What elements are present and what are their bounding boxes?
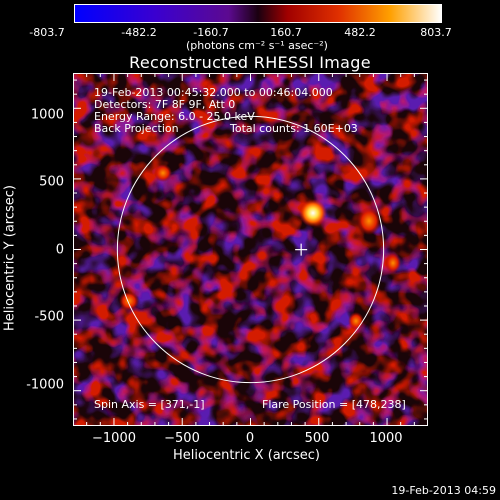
plot-border (73, 73, 428, 426)
colorbar-tick: 803.7 (420, 26, 452, 39)
colorbar-tick: -803.7 (29, 26, 65, 39)
flare-position-text: Flare Position = [478,238] (262, 398, 406, 411)
render-timestamp: 19-Feb-2013 04:59 (391, 484, 496, 497)
method-text: Back Projection (94, 122, 179, 135)
flare-position-marker (295, 243, 308, 256)
x-tick-label: 500 (304, 431, 330, 446)
heatmap-texture (73, 73, 428, 426)
y-tick-label: 0 (55, 242, 64, 258)
x-tick-label: 1000 (369, 431, 403, 446)
y-tick-label: 1000 (30, 107, 64, 123)
colorbar-gradient (74, 4, 442, 23)
bright-source (299, 199, 327, 227)
warm-source (154, 164, 172, 182)
colorbar-tick: -160.7 (193, 26, 229, 39)
y-tick-label: -1000 (26, 377, 64, 393)
y-tick-label: -500 (34, 309, 64, 325)
time-range-text: 19-Feb-2013 00:45:32.000 to 00:46:04.000 (94, 86, 333, 99)
x-tick-label: −500 (164, 431, 200, 446)
warm-source (119, 291, 139, 311)
x-tick-label: 0 (245, 431, 255, 446)
colorbar (74, 4, 442, 23)
plot-area (73, 73, 428, 426)
chart-title: Reconstructed RHESSI Image (129, 53, 371, 72)
warm-source (385, 253, 401, 273)
warm-source (348, 312, 364, 330)
spin-axis-text: Spin Axis = [371,-1] (94, 398, 205, 411)
y-axis-label: Heliocentric Y (arcsec) (2, 185, 18, 331)
colorbar-tick: 482.2 (344, 26, 376, 39)
solar-limb (116, 115, 385, 384)
colorbar-units: (photons cm⁻² s⁻¹ asec⁻²) (186, 39, 328, 52)
colorbar-tick: 160.7 (270, 26, 302, 39)
total-counts-text: Total counts: 1.60E+03 (230, 122, 358, 135)
warm-source (357, 207, 381, 235)
energy-range-text: Energy Range: 6.0 - 25.0 keV (94, 110, 255, 123)
x-axis-label: Heliocentric X (arcsec) (173, 448, 320, 463)
colorbar-tick: -482.2 (121, 26, 157, 39)
y-tick-label: 500 (39, 174, 64, 190)
detectors-text: Detectors: 7F 8F 9F, Att 0 (94, 98, 236, 111)
x-tick-label: −1000 (92, 431, 136, 446)
